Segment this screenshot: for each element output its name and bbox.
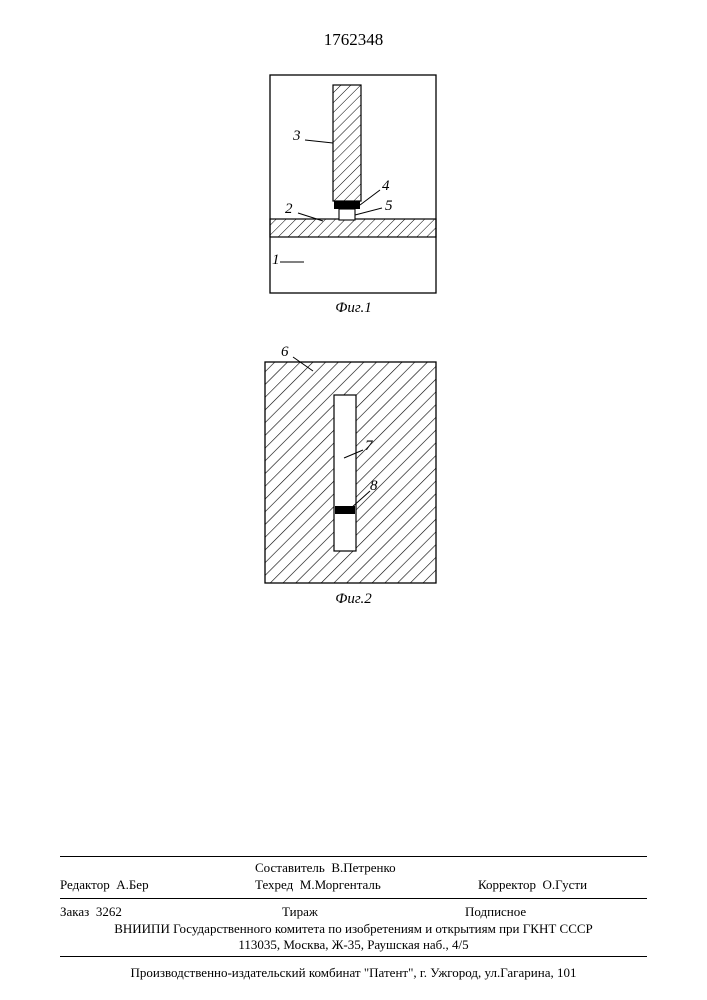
editor-line: Редактор А.Бер bbox=[60, 877, 149, 893]
fig1-label-5: 5 bbox=[385, 198, 393, 215]
podpisnoe-label: Подписное bbox=[465, 904, 526, 920]
fig1-label-4: 4 bbox=[382, 178, 390, 195]
editor-name: А.Бер bbox=[116, 877, 148, 892]
fig2-caption: Фиг.2 bbox=[0, 591, 707, 608]
compiler-label: Составитель bbox=[255, 860, 325, 875]
corrector-name: О.Густи bbox=[542, 877, 587, 892]
corrector-line: Корректор О.Густи bbox=[478, 877, 587, 893]
rule-mid1 bbox=[60, 898, 647, 899]
fig1-caption: Фиг.1 bbox=[0, 300, 707, 317]
fig2-label-8: 8 bbox=[370, 478, 378, 495]
fig2-label-7: 7 bbox=[365, 438, 373, 455]
address-line: 113035, Москва, Ж-35, Раушская наб., 4/5 bbox=[0, 937, 707, 953]
fig1-label-3: 3 bbox=[293, 128, 301, 145]
techred-label: Техред bbox=[255, 877, 293, 892]
publisher-line: Производственно-издательский комбинат "П… bbox=[0, 965, 707, 981]
compiler-line: Составитель В.Петренко bbox=[255, 860, 396, 876]
techred-name: М.Моргенталь bbox=[300, 877, 381, 892]
fig1-label-1: 1 bbox=[272, 252, 280, 269]
fig2-label-6: 6 bbox=[281, 344, 289, 361]
compiler-name: В.Петренко bbox=[331, 860, 395, 875]
corrector-label: Корректор bbox=[478, 877, 536, 892]
order-line: Заказ 3262 bbox=[60, 904, 122, 920]
figure-1-svg bbox=[0, 0, 707, 1000]
editor-label: Редактор bbox=[60, 877, 110, 892]
rule-top bbox=[60, 856, 647, 857]
rule-mid2 bbox=[60, 956, 647, 957]
order-label: Заказ bbox=[60, 904, 89, 919]
order-num: 3262 bbox=[96, 904, 122, 919]
vniipi-line: ВНИИПИ Государственного комитета по изоб… bbox=[0, 921, 707, 937]
tirazh-label: Тираж bbox=[282, 904, 318, 920]
techred-line: Техред М.Моргенталь bbox=[255, 877, 381, 893]
fig1-label-2: 2 bbox=[285, 201, 293, 218]
